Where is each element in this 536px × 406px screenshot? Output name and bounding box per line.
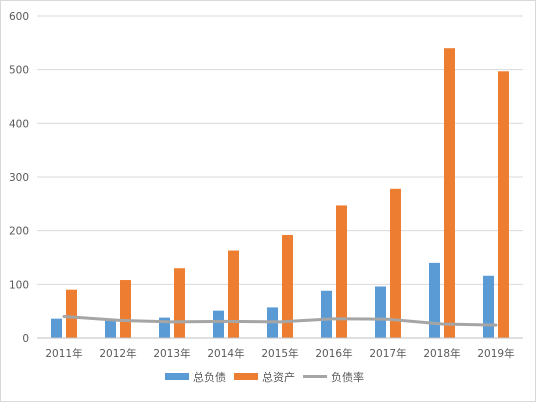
bars: [51, 48, 509, 338]
bar-liabilities: [159, 317, 170, 338]
legend-swatch: [165, 373, 189, 380]
y-tick-label: 500: [9, 65, 29, 77]
y-tick-label: 0: [22, 333, 29, 345]
watermark: 头条 @欧成聊股: [427, 373, 529, 390]
bar-assets: [498, 71, 509, 338]
bar-liabilities: [213, 310, 224, 338]
line-debt-ratio: [62, 315, 498, 327]
x-tick-label: 2017年: [369, 347, 406, 360]
y-tick-label: 400: [9, 118, 29, 130]
legend: 总负债 总资产 负债率: [165, 370, 364, 384]
bar-assets: [444, 48, 455, 338]
legend-label: 总负债: [193, 370, 226, 384]
legend-label: 负债率: [331, 370, 364, 384]
y-tick-label: 100: [9, 279, 29, 291]
bar-liabilities: [51, 318, 62, 338]
bar-assets: [282, 234, 293, 338]
bar-assets: [66, 289, 77, 338]
x-tick-label: 2018年: [423, 347, 460, 360]
gridlines: [37, 15, 523, 285]
bar-assets: [228, 250, 239, 338]
x-tick-label: 2011年: [45, 347, 82, 360]
x-axis-ticks: 2011年 2012年 2013年 2014年 2015年 2016年 2017年 2018年…: [45, 347, 514, 360]
bar-assets: [336, 205, 347, 338]
bar-assets: [120, 280, 131, 338]
bar-assets: [174, 268, 185, 338]
bar-liabilities: [105, 319, 116, 338]
x-tick-label: 2013年: [153, 347, 190, 360]
bar-assets: [390, 188, 401, 338]
y-tick-label: 200: [9, 226, 29, 238]
line-series: [62, 315, 498, 327]
x-tick-label: 2019年: [477, 347, 514, 360]
bar-liabilities: [483, 275, 494, 338]
bar-liabilities: [321, 290, 332, 338]
legend-swatch: [234, 373, 258, 380]
bar-liabilities: [375, 286, 386, 338]
legend-label: 总资产: [262, 370, 295, 384]
x-tick-label: 2014年: [207, 347, 244, 360]
x-tick-label: 2015年: [261, 347, 298, 360]
y-axis-ticks: 0 100 200 300 400 500 600: [9, 11, 29, 345]
y-tick-label: 300: [9, 172, 29, 184]
y-tick-label: 600: [9, 11, 29, 23]
x-tick-label: 2016年: [315, 347, 352, 360]
bar-liabilities: [429, 262, 440, 338]
x-tick-label: 2012年: [99, 347, 136, 360]
